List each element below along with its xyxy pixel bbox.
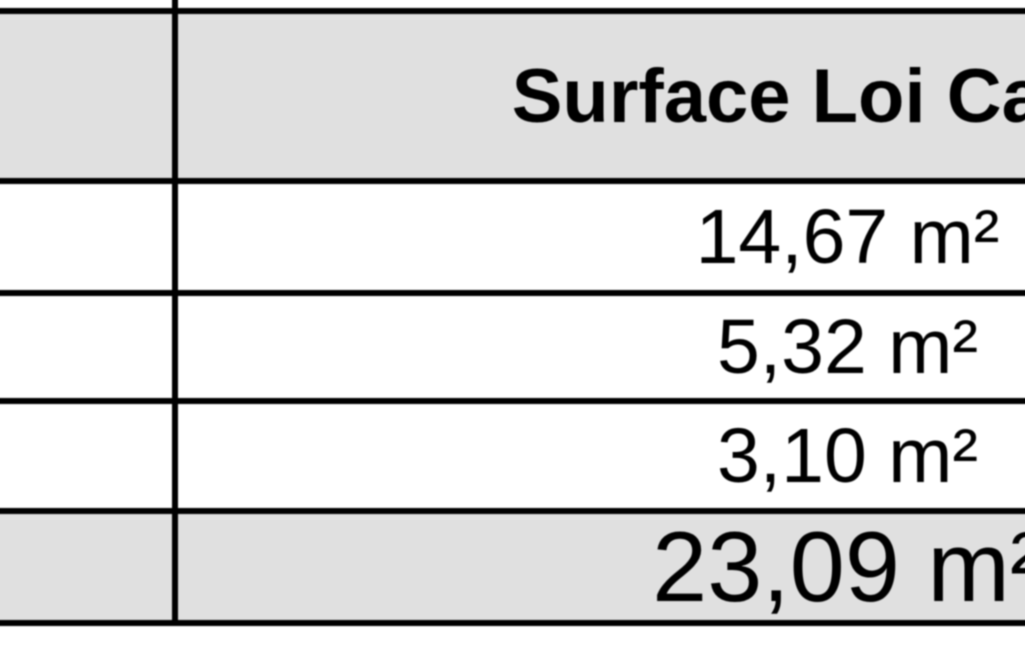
row-label-cell <box>0 404 178 508</box>
total-surface-value: 23,09 m² <box>178 511 1025 622</box>
row-label-cell <box>0 184 178 290</box>
surface-value: 14,67 m² <box>695 193 1000 280</box>
table-row: 5,32 m² <box>0 296 1025 404</box>
header-empty-cell <box>0 14 178 178</box>
header-surface-column-label: Surface Loi Carrez <box>178 14 1025 178</box>
cropped-row-surface-cell <box>178 0 1025 8</box>
table-row-cropped-top <box>0 0 1025 14</box>
table-row: 14,67 m² <box>0 184 1025 296</box>
surface-value: 5,32 m² <box>716 303 979 390</box>
table-total-row: 23,09 m² <box>0 511 1025 626</box>
row-label-cell <box>0 296 178 398</box>
total-label-cell <box>0 514 178 620</box>
table-header-row: Surface Loi Carrez <box>0 14 1025 184</box>
table-row: 3,10 m² <box>0 404 1025 514</box>
surface-loi-carrez-table: Surface Loi Carrez 14,67 m² 5,32 m² 3,10… <box>0 0 1025 626</box>
surface-value: 3,10 m² <box>716 412 979 499</box>
cropped-row-label-cell <box>0 0 178 8</box>
